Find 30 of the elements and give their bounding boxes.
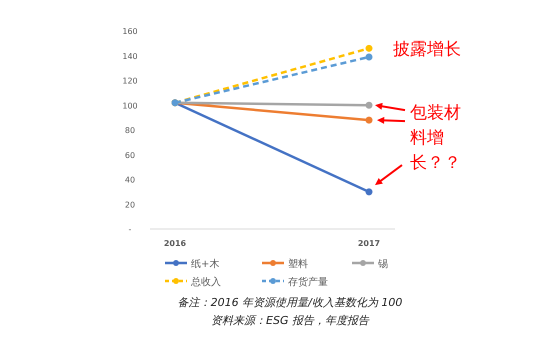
text: 资料来源：ESG 报告，年度报告 bbox=[211, 314, 370, 327]
point bbox=[366, 44, 372, 52]
point bbox=[366, 102, 372, 109]
annotation: 披露增长 bbox=[393, 39, 461, 60]
legend-label: 纸+木 bbox=[191, 258, 220, 270]
legend-label: 总收入 bbox=[190, 276, 221, 288]
y-tick-label: 40 bbox=[124, 176, 136, 184]
legend-纸+木: 纸+木 bbox=[165, 259, 220, 270]
legend-label: 塑料 bbox=[288, 258, 308, 270]
point bbox=[366, 116, 372, 124]
y-tick-label: 160 bbox=[122, 27, 138, 36]
point bbox=[366, 188, 372, 196]
y-tick-label: - bbox=[128, 225, 132, 234]
legend-label: 锡 bbox=[377, 259, 388, 270]
x-tick-label: 2017 bbox=[358, 239, 380, 248]
y-tick-label: 20 bbox=[124, 200, 136, 210]
legend-锡: 锡 bbox=[352, 259, 388, 270]
text: 备注：2016 年资源使用量/收入基数化为 100 bbox=[178, 296, 402, 309]
legend-塑料: 塑料 bbox=[262, 259, 308, 270]
annotation: 包装材料增长？？ bbox=[410, 103, 461, 174]
y-tick-label: 60 bbox=[124, 150, 136, 160]
y-tick-label: 80 bbox=[124, 126, 136, 135]
legend-label: 存货产量 bbox=[288, 276, 328, 288]
legend-总收入: 总收入 bbox=[165, 277, 221, 288]
y-tick-label: 100 bbox=[122, 101, 138, 110]
point bbox=[366, 53, 372, 60]
y-tick-label: 120 bbox=[122, 76, 138, 86]
x-tick-label: 2016 bbox=[164, 239, 187, 248]
legend-存货产量: 存货产量 bbox=[262, 277, 328, 288]
y-tick-label: 140 bbox=[122, 52, 138, 61]
